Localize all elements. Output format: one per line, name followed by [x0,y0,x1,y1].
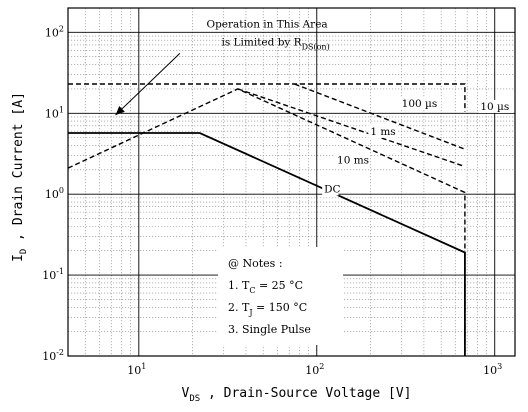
series-label: DC [324,183,340,195]
series-line [67,88,466,356]
x-tick-label: 102 [305,362,324,377]
y-tick-label: 101 [45,105,64,120]
notes-box: @ Notes : 1. TC = 25 °C 2. TJ = 150 °C 3. S… [218,247,343,345]
series-label: 10 µs [480,101,509,113]
series-label: 10 ms [337,154,369,166]
notes-title: @ Notes : [228,257,283,270]
notes-item: 1. TC = 25 °C [228,279,303,295]
notes-item: 2. TJ = 150 °C [228,301,307,317]
x-tick-label: 103 [483,362,502,377]
notes-item: 3. Single Pulse [228,323,311,336]
y-tick-label: 102 [45,24,64,39]
series-label-bg [399,96,441,110]
annotation-line-2: is Limited by RDS(on) [221,36,329,51]
series-label-bg [478,99,514,113]
series-line [294,83,466,150]
y-tick-labels: 10-2 10-1 100 101 102 [42,24,64,363]
notes-box-bg [218,247,343,345]
series-label: 1 ms [370,126,395,138]
series-labels: DC 10 ms 1 ms 100 µs 10 µs [322,96,514,196]
annotation-line-1: Operation in This Area [206,18,327,30]
x-tick-labels: 101 102 103 [127,362,502,377]
x-tick-label: 101 [127,362,146,377]
series-label-bg [322,182,339,196]
y-tick-label: 100 [45,186,64,201]
plot-frame [67,7,516,357]
y-tick-label: 10-2 [42,348,64,363]
y-tick-label: 10-1 [42,267,64,282]
y-axis-label: ID , Drain Current [A] [11,92,29,262]
series-label-bg [368,124,398,138]
x-axis-label: VDS , Drain-Source Voltage [V] [182,386,412,404]
annotation-arrow-line [115,53,181,116]
minor-gridlines [68,8,515,356]
series-line [68,83,466,112]
series-label: 100 µs [402,98,438,110]
series-label-bg [335,153,371,167]
annotation-arrowhead [115,105,125,116]
annotation-rdson: Operation in This Area is Limited by RDS(… [115,18,330,116]
